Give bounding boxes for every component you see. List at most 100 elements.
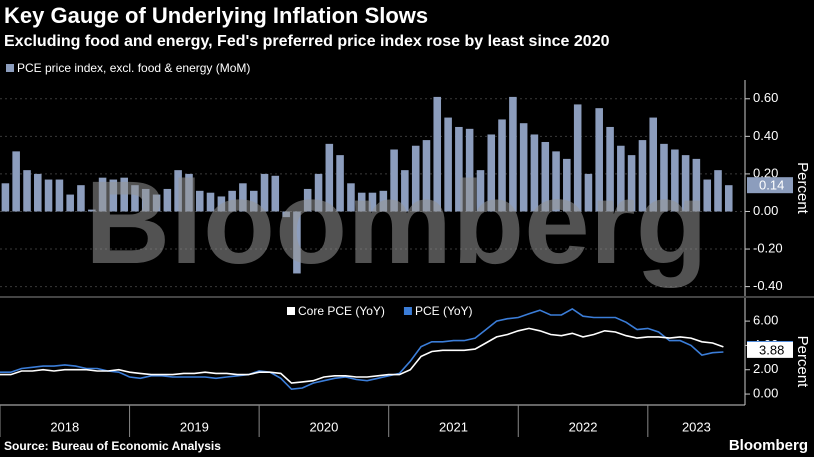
bar bbox=[563, 158, 571, 212]
bar bbox=[379, 190, 388, 212]
bar bbox=[703, 179, 712, 212]
bar bbox=[34, 173, 42, 212]
bar bbox=[44, 179, 53, 212]
bar bbox=[282, 211, 290, 218]
legend-swatch bbox=[6, 64, 14, 72]
chart-title: Key Gauge of Underlying Inflation Slows bbox=[4, 3, 428, 28]
bar bbox=[627, 155, 636, 212]
bar bbox=[1, 183, 10, 212]
bar bbox=[303, 188, 312, 212]
bar bbox=[23, 170, 31, 212]
bar bbox=[530, 134, 539, 212]
bar bbox=[55, 179, 64, 212]
chart-subtitle: Excluding food and energy, Fed's preferr… bbox=[4, 33, 610, 50]
bar bbox=[239, 183, 247, 212]
bar bbox=[347, 183, 355, 212]
bar bbox=[422, 140, 431, 212]
value-tag bbox=[747, 177, 793, 194]
bar bbox=[368, 192, 377, 212]
y-tick-label: 0.60 bbox=[753, 90, 778, 105]
bar bbox=[98, 177, 107, 212]
bar bbox=[174, 170, 182, 212]
bar bbox=[401, 170, 409, 212]
bar bbox=[595, 108, 603, 212]
bar bbox=[163, 188, 172, 212]
x-tick-label: 2020 bbox=[309, 419, 338, 434]
source: Source: Bureau of Economic Analysis bbox=[4, 439, 221, 453]
y-tick-label: 6.00 bbox=[753, 313, 778, 328]
y-tick-label: 0.00 bbox=[753, 203, 778, 218]
bar bbox=[12, 151, 20, 212]
bar bbox=[120, 177, 128, 212]
value-label: 3.88 bbox=[759, 342, 784, 357]
x-tick-label: 2021 bbox=[439, 419, 468, 434]
bar bbox=[357, 192, 366, 212]
bar bbox=[724, 185, 733, 212]
bar bbox=[228, 190, 236, 212]
line bbox=[0, 327, 724, 384]
value-label: 0.14 bbox=[759, 178, 784, 193]
bar bbox=[606, 126, 614, 212]
legend-swatch bbox=[287, 307, 295, 315]
bar bbox=[293, 211, 301, 274]
bar bbox=[260, 173, 269, 212]
bar bbox=[476, 170, 485, 212]
logo: Bloomberg bbox=[729, 437, 808, 454]
bar bbox=[649, 117, 658, 212]
x-tick-label: 2023 bbox=[682, 419, 711, 434]
line bbox=[0, 307, 724, 391]
bar bbox=[141, 188, 150, 212]
legend-label: PCE (YoY) bbox=[415, 304, 473, 318]
bar bbox=[638, 140, 647, 212]
bar bbox=[88, 209, 96, 212]
bar bbox=[617, 145, 625, 212]
bar bbox=[541, 141, 550, 212]
bar bbox=[77, 185, 85, 212]
bar bbox=[152, 194, 161, 212]
bar bbox=[552, 151, 560, 212]
bar bbox=[519, 123, 528, 212]
bar bbox=[584, 173, 593, 212]
bar bbox=[336, 155, 344, 212]
bar bbox=[66, 194, 74, 212]
bar bbox=[390, 149, 398, 212]
bar bbox=[455, 126, 463, 212]
bar bbox=[109, 179, 118, 212]
bar bbox=[487, 134, 496, 212]
bar bbox=[498, 119, 506, 212]
bar bbox=[217, 196, 226, 212]
bar bbox=[131, 185, 139, 212]
bar bbox=[314, 173, 323, 212]
bar bbox=[185, 173, 193, 212]
legend-swatch bbox=[403, 307, 412, 315]
bar bbox=[573, 104, 582, 212]
value-tag bbox=[747, 341, 793, 358]
bar bbox=[325, 143, 334, 212]
bar bbox=[509, 96, 517, 212]
y-tick-label: 0.20 bbox=[753, 165, 778, 180]
bar bbox=[671, 149, 679, 212]
bar bbox=[195, 190, 204, 212]
bar bbox=[465, 128, 474, 212]
y-axis-label: Percent bbox=[794, 162, 811, 215]
bar bbox=[681, 155, 690, 212]
watermark: Bloomberg bbox=[85, 157, 708, 289]
bar bbox=[692, 158, 701, 212]
x-tick-label: 2018 bbox=[50, 419, 79, 434]
legend-label: PCE price index, excl. food & energy (Mo… bbox=[17, 61, 250, 75]
y-tick-label: -0.20 bbox=[753, 240, 783, 255]
legend-label: Core PCE (YoY) bbox=[298, 304, 385, 318]
y-axis-label: Percent bbox=[794, 336, 811, 389]
x-tick-label: 2022 bbox=[569, 419, 598, 434]
y-tick-label: -0.40 bbox=[753, 278, 783, 293]
y-tick-label: 0.40 bbox=[753, 128, 778, 143]
bar bbox=[714, 170, 722, 212]
bar bbox=[411, 145, 420, 212]
bar bbox=[433, 96, 442, 212]
x-tick-label: 2019 bbox=[180, 419, 209, 434]
bar bbox=[271, 175, 280, 212]
bar bbox=[249, 190, 258, 212]
bar bbox=[660, 143, 668, 212]
